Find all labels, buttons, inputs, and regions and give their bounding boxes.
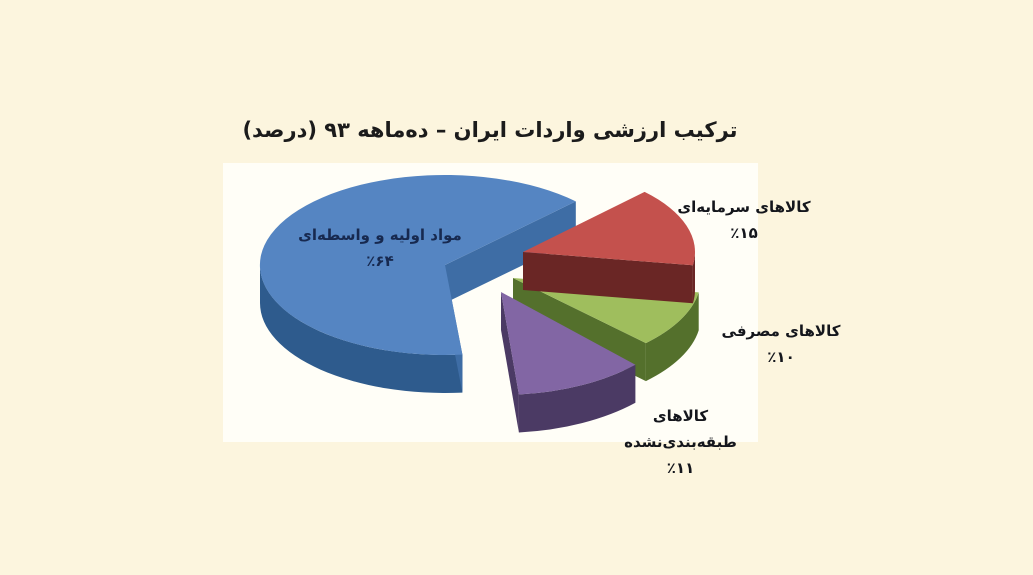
pie-slice-path <box>501 292 519 433</box>
pie-slice-path <box>645 292 699 382</box>
slice-percent-value: ٪۱۰ <box>767 348 795 366</box>
slice-label-text: طبقه‌بندی‌نشده <box>624 433 737 451</box>
slice-percent-value: ٪۱۵ <box>730 224 758 242</box>
pie-slice-path <box>259 175 576 356</box>
slice-label-text: کالاهای مصرفی <box>721 322 841 340</box>
slice-label-raw-intermediate-materials: مواد اولیه و واسطه‌ای ٪۶۴ <box>287 222 473 274</box>
slice-label-consumer-goods: کالاهای مصرفی ٪۱۰ <box>701 318 861 370</box>
pie-slice-path <box>518 364 636 433</box>
chart-title: ترکیب ارزشی واردات ایران – ده‌ماهه ۹۳ (د… <box>242 118 738 142</box>
pie-slice-path <box>260 265 463 393</box>
slice-percent-value: ٪۶۴ <box>366 252 394 270</box>
pie-slice-path <box>501 292 636 395</box>
slice-label-text: کالاهای سرمایه‌ای <box>677 198 811 216</box>
slice-label-text: کالاهای <box>652 407 709 425</box>
slice-label-text: مواد اولیه و واسطه‌ای <box>298 226 462 244</box>
slice-percent-value: ٪۱۱ <box>666 459 695 477</box>
slice-label-capital-goods: کالاهای سرمایه‌ای ٪۱۵ <box>664 194 824 246</box>
pie-slice-path <box>692 252 695 304</box>
pie-slice-path <box>445 201 576 303</box>
pie-slice-path <box>523 191 696 266</box>
pie-slice-path <box>523 252 693 304</box>
slice-label-unclassified-goods: کالاهای طبقه‌بندی‌نشده ٪۱۱ <box>598 403 763 481</box>
